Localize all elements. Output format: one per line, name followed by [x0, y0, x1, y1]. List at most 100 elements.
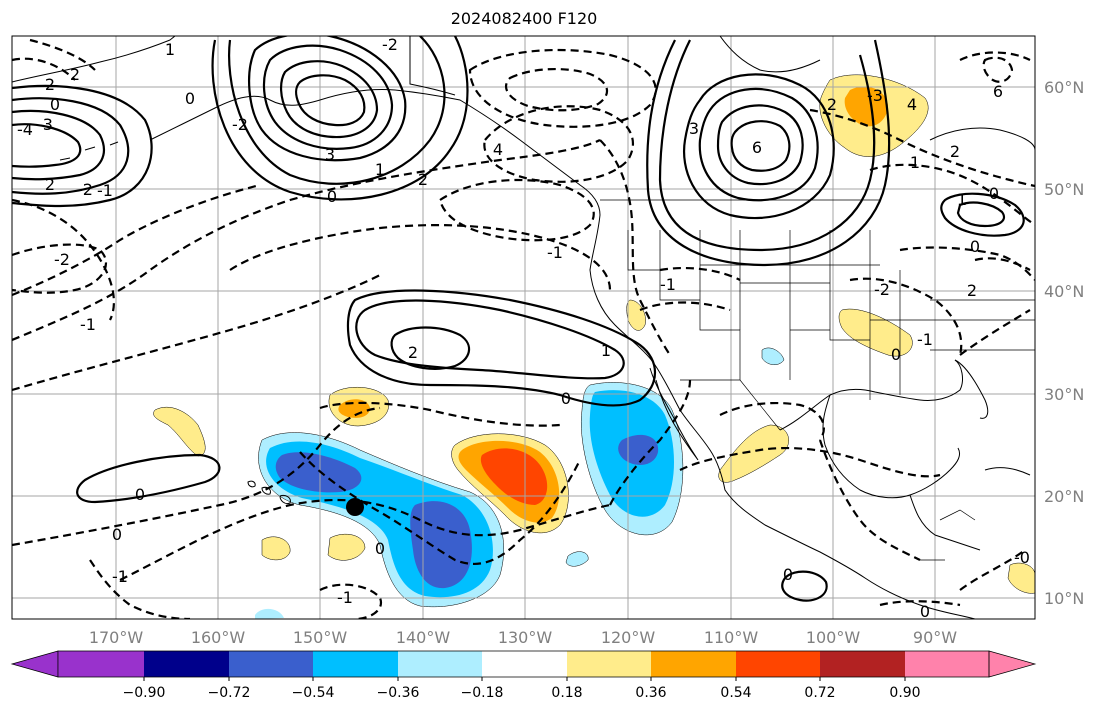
contour-label: 0	[135, 485, 145, 504]
negative-anomaly-small-3	[255, 608, 284, 619]
contour-label: 0	[989, 184, 999, 203]
contour-label: 2	[45, 75, 55, 94]
contour-label: -1	[80, 315, 96, 334]
colorbar-label: −0.54	[292, 685, 335, 701]
contour-label: 0	[920, 602, 930, 621]
contour-label: -1	[547, 243, 563, 262]
contour-label: 0	[327, 187, 337, 206]
contour-label: 2	[950, 142, 960, 161]
contour-label: -2	[874, 280, 890, 299]
lon-tick: 140°W	[396, 628, 451, 647]
colorbar-segment	[313, 651, 398, 677]
storm-marker	[346, 498, 364, 516]
colorbar-segment	[482, 651, 567, 677]
lat-tick: 60°N	[1044, 78, 1084, 97]
contour-label: 1	[601, 341, 611, 360]
positive-anomaly-patch-4	[327, 533, 366, 561]
positive-anomaly-strong	[480, 448, 548, 505]
colorbar-extend-low	[10, 650, 59, 678]
colorbar-label: −0.18	[461, 685, 504, 701]
contour-label: -3	[867, 86, 883, 105]
contour-label: 0	[50, 95, 60, 114]
negative-anomaly-small-2	[565, 551, 589, 567]
negative-anomaly-strong-1	[275, 452, 362, 493]
lon-tick: 90°W	[913, 628, 957, 647]
longitude-labels: 170°W 160°W 150°W 140°W 130°W 120°W 110°…	[89, 628, 957, 647]
colorbar: −0.90 −0.72 −0.54 −0.36 −0.18 0.18 0.36 …	[10, 650, 1037, 701]
contour-label: 0	[891, 345, 901, 364]
contour-label: 2	[827, 95, 837, 114]
colorbar-label: −0.90	[123, 685, 166, 701]
contour-label: 1	[165, 40, 175, 59]
map-title: 2024082400 F120	[450, 9, 598, 28]
contour-label: -2	[77, 180, 93, 199]
contour-label: -1	[660, 275, 676, 294]
contour-label: -3	[37, 115, 53, 134]
colorbar-segment	[229, 651, 313, 677]
contour-label: 0	[970, 237, 980, 256]
lat-tick: 20°N	[1044, 487, 1084, 506]
colorbar-segment	[820, 651, 905, 677]
contour-label: 4	[907, 95, 917, 114]
colorbar-segment	[905, 651, 989, 677]
contour-label: 0	[185, 89, 195, 108]
contour-label: 4	[493, 140, 503, 159]
lat-tick: 10°N	[1044, 589, 1084, 608]
colorbar-label: −0.72	[208, 685, 251, 701]
lat-tick: 50°N	[1044, 180, 1084, 199]
lat-tick: 30°N	[1044, 385, 1084, 404]
contour-label: 1	[910, 153, 920, 172]
colorbar-label: −0.36	[377, 685, 420, 701]
contour-label: 6	[752, 138, 762, 157]
colorbar-segment	[144, 651, 229, 677]
positive-anomaly-patch-3	[261, 536, 291, 561]
contour-label: -1	[97, 181, 113, 200]
contour-label: -0	[1014, 548, 1030, 567]
contour-label: 2	[418, 170, 428, 189]
contour-label: -1	[917, 330, 933, 349]
contour-label: 0	[783, 565, 793, 584]
contour-label: 1	[957, 190, 967, 209]
colorbar-segment	[398, 651, 482, 677]
contour-label: -2	[54, 250, 70, 269]
lon-tick: 150°W	[293, 628, 348, 647]
lat-tick: 40°N	[1044, 282, 1084, 301]
contour-label: 1	[375, 160, 385, 179]
colorbar-segment	[58, 651, 144, 677]
contour-label: -1	[112, 567, 128, 586]
lon-tick: 120°W	[601, 628, 656, 647]
colorbar-label: 0.72	[804, 685, 835, 701]
contour-labels: 2 2 0 -4 -3 2 -2 -1 3 0 1 2 -2 1 0 -2 -1…	[17, 35, 1030, 621]
colorbar-segment	[567, 651, 651, 677]
negative-anomaly-small-1	[761, 347, 785, 365]
latitude-labels: 60°N 50°N 40°N 30°N 20°N 10°N	[1044, 78, 1084, 608]
colorbar-label: 0.54	[720, 685, 751, 701]
contour-label: 2	[70, 65, 80, 84]
positive-anomaly-canada-core	[844, 86, 888, 127]
contour-label: -2	[232, 115, 248, 134]
contour-label: 6	[993, 82, 1003, 101]
colorbar-segment	[736, 651, 820, 677]
map-frame	[11, 35, 1036, 620]
contour-label: 2	[45, 175, 55, 194]
lon-tick: 170°W	[89, 628, 144, 647]
positive-anomaly-patch-8	[1007, 562, 1035, 594]
contour-label: -2	[382, 35, 398, 54]
contour-label: -4	[17, 120, 33, 139]
contour-label: 0	[375, 539, 385, 558]
contour-label: -1	[337, 588, 353, 607]
contour-label: 3	[325, 145, 335, 164]
colorbar-label: 0.18	[551, 685, 582, 701]
contour-lines	[12, 36, 1035, 619]
contour-label: 2	[408, 343, 418, 362]
lon-tick: 160°W	[191, 628, 246, 647]
lon-tick: 100°W	[806, 628, 861, 647]
contour-label: 0	[561, 389, 571, 408]
contour-label: 2	[967, 281, 977, 300]
colorbar-label: 0.90	[889, 685, 920, 701]
colorbar-extend-high	[988, 650, 1037, 678]
lon-tick: 110°W	[704, 628, 759, 647]
lon-tick: 130°W	[498, 628, 553, 647]
colorbar-label: 0.36	[635, 685, 666, 701]
